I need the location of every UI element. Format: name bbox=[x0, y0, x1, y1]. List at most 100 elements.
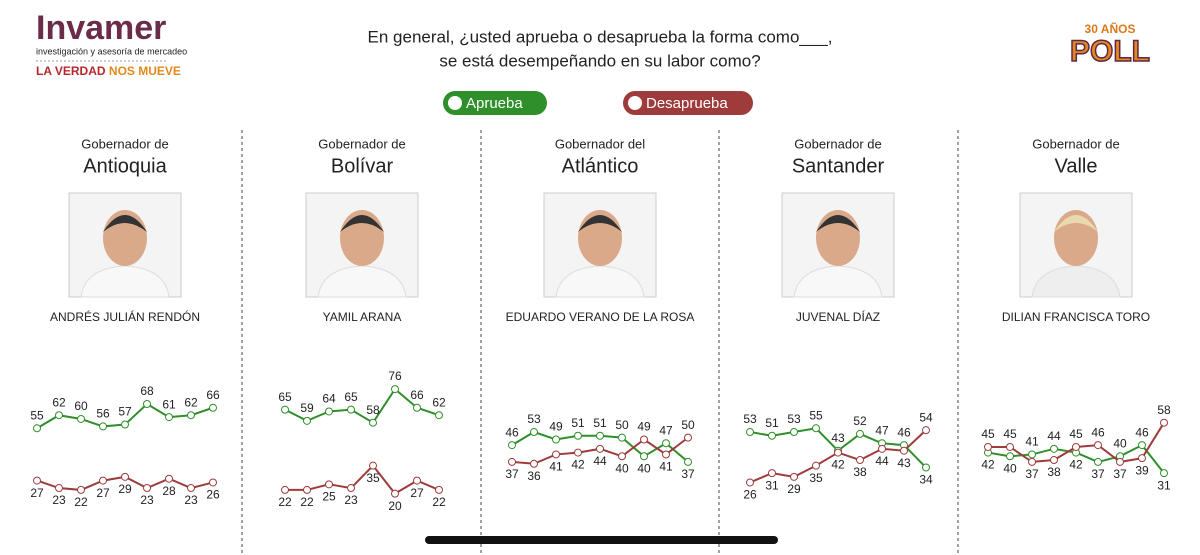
data-point bbox=[596, 444, 604, 453]
scrollbar bbox=[425, 536, 778, 544]
data-label: 42 bbox=[831, 458, 845, 472]
data-point bbox=[1028, 457, 1036, 466]
data-point bbox=[768, 431, 776, 440]
chart-region: Antioquia bbox=[83, 155, 167, 177]
data-point bbox=[99, 422, 107, 431]
photo-hair bbox=[103, 215, 147, 232]
data-point bbox=[165, 474, 173, 483]
data-label: 60 bbox=[74, 399, 88, 413]
data-label: 41 bbox=[1025, 435, 1039, 449]
data-point bbox=[99, 476, 107, 485]
chart-region: Santander bbox=[792, 155, 885, 177]
data-label: 41 bbox=[659, 460, 673, 474]
data-point bbox=[662, 439, 670, 448]
legend-label: Desaprueba bbox=[646, 95, 728, 112]
data-label: 34 bbox=[919, 473, 933, 487]
data-label: 76 bbox=[388, 369, 402, 383]
data-point bbox=[746, 428, 754, 437]
data-label: 45 bbox=[981, 427, 995, 441]
data-point bbox=[413, 476, 421, 485]
data-label: 22 bbox=[432, 495, 446, 509]
data-label: 62 bbox=[184, 395, 198, 409]
data-point bbox=[1050, 456, 1058, 465]
data-point bbox=[790, 472, 798, 481]
data-label: 62 bbox=[432, 395, 446, 409]
data-label: 47 bbox=[875, 423, 889, 437]
data-label: 20 bbox=[388, 499, 402, 513]
data-label: 28 bbox=[162, 484, 176, 498]
data-point bbox=[856, 456, 864, 465]
data-label: 35 bbox=[366, 471, 380, 485]
photo-shoulders bbox=[1031, 265, 1121, 298]
data-point bbox=[33, 424, 41, 433]
data-label: 35 bbox=[809, 471, 823, 485]
data-label: 66 bbox=[206, 388, 220, 402]
data-point bbox=[574, 448, 582, 457]
data-point bbox=[121, 472, 129, 481]
data-point bbox=[391, 489, 399, 498]
chart-region: Bolívar bbox=[331, 155, 394, 177]
data-point bbox=[391, 385, 399, 394]
question-line: En general, ¿usted aprueba o desaprueba … bbox=[368, 27, 833, 46]
data-point bbox=[812, 424, 820, 433]
data-label: 57 bbox=[118, 405, 132, 419]
data-point bbox=[325, 480, 333, 489]
data-label: 40 bbox=[1003, 461, 1017, 475]
data-point bbox=[922, 426, 930, 435]
chart-title: Gobernador de bbox=[81, 136, 168, 151]
data-point bbox=[55, 484, 63, 493]
data-point bbox=[1160, 418, 1168, 427]
chart-title: Gobernador de bbox=[794, 136, 881, 151]
data-point bbox=[121, 420, 129, 429]
data-point bbox=[1050, 444, 1058, 453]
data-label: 53 bbox=[787, 412, 801, 426]
data-point bbox=[281, 405, 289, 414]
data-label: 55 bbox=[30, 408, 44, 422]
data-point bbox=[984, 442, 992, 451]
person-name: ANDRÉS JULIÁN RENDÓN bbox=[50, 309, 200, 324]
data-point bbox=[165, 413, 173, 422]
data-point bbox=[413, 403, 421, 412]
data-point bbox=[369, 418, 377, 427]
data-point bbox=[878, 444, 886, 453]
data-label: 51 bbox=[765, 416, 779, 430]
data-point bbox=[618, 452, 626, 461]
data-point bbox=[77, 485, 85, 494]
data-label: 38 bbox=[1047, 465, 1061, 479]
photo-hair bbox=[816, 215, 860, 232]
data-label: 31 bbox=[1157, 478, 1171, 492]
data-point bbox=[1138, 441, 1146, 450]
data-point bbox=[281, 485, 289, 494]
data-label: 22 bbox=[278, 495, 292, 509]
data-point bbox=[1072, 442, 1080, 451]
data-label: 58 bbox=[366, 403, 380, 417]
data-point bbox=[209, 478, 217, 487]
data-point bbox=[325, 407, 333, 416]
data-label: 41 bbox=[549, 460, 563, 474]
data-label: 27 bbox=[410, 486, 424, 500]
data-label: 27 bbox=[30, 486, 44, 500]
data-point bbox=[768, 469, 776, 478]
data-label: 29 bbox=[787, 482, 801, 496]
photo-shoulders bbox=[793, 265, 883, 298]
data-label: 51 bbox=[593, 416, 607, 430]
data-point bbox=[143, 400, 151, 409]
person-name: JUVENAL DÍAZ bbox=[796, 309, 880, 324]
data-point bbox=[574, 431, 582, 440]
data-label: 23 bbox=[344, 493, 358, 507]
photo-shoulders bbox=[317, 265, 407, 298]
data-point bbox=[1028, 450, 1036, 459]
data-point bbox=[187, 411, 195, 420]
data-label: 23 bbox=[140, 493, 154, 507]
legend-pill bbox=[623, 91, 753, 115]
data-label: 43 bbox=[831, 431, 845, 445]
data-point bbox=[1116, 457, 1124, 466]
data-label: 56 bbox=[96, 407, 110, 421]
data-point bbox=[1160, 469, 1168, 478]
data-point bbox=[640, 435, 648, 444]
person-name: DILIAN FRANCISCA TORO bbox=[1002, 310, 1150, 324]
data-label: 53 bbox=[743, 412, 757, 426]
data-point bbox=[552, 450, 560, 459]
data-label: 50 bbox=[615, 418, 629, 432]
